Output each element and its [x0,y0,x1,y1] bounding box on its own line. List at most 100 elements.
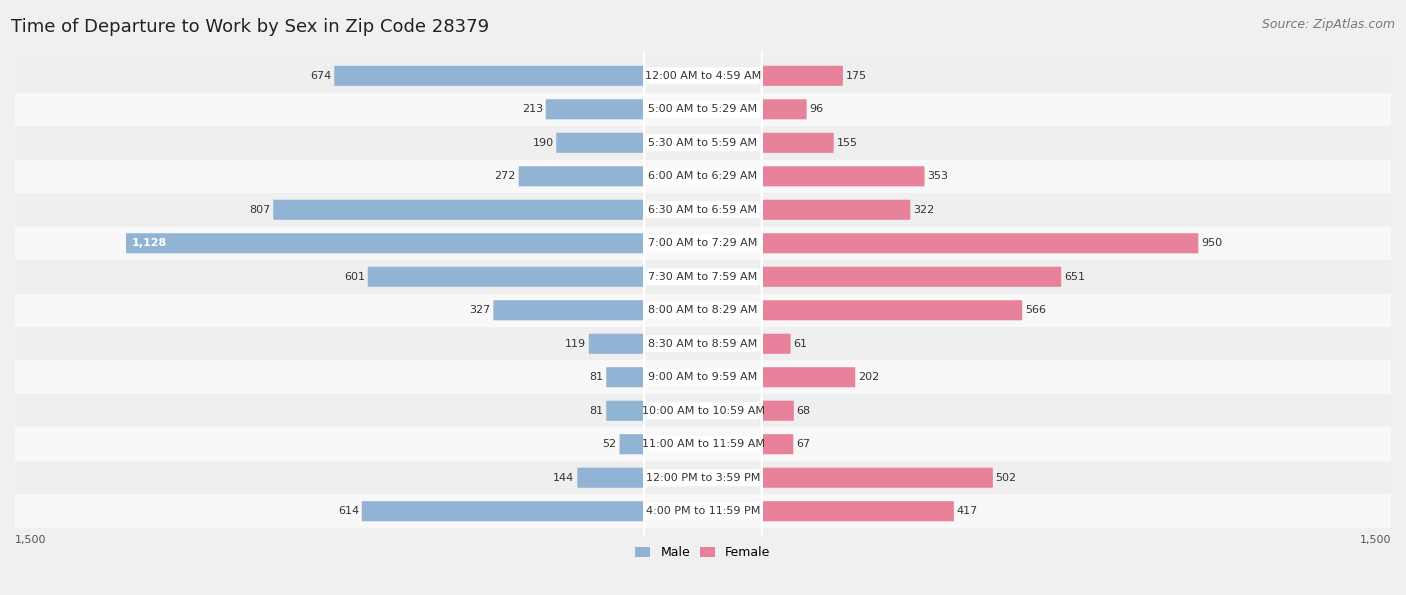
FancyBboxPatch shape [644,184,762,595]
Text: 68: 68 [797,406,811,416]
Text: 566: 566 [1025,305,1046,315]
Bar [15,494,1391,528]
Text: 144: 144 [554,472,575,483]
Bar [15,394,1391,427]
Text: 190: 190 [533,138,554,148]
Text: 61: 61 [793,339,807,349]
FancyBboxPatch shape [644,151,762,595]
Bar [15,260,1391,293]
Text: 1,500: 1,500 [15,536,46,546]
Text: 322: 322 [912,205,935,215]
Bar [15,126,1391,159]
Text: 7:30 AM to 7:59 AM: 7:30 AM to 7:59 AM [648,272,758,282]
Bar [15,327,1391,361]
FancyBboxPatch shape [644,252,762,595]
Text: 155: 155 [837,138,858,148]
Text: 12:00 PM to 3:59 PM: 12:00 PM to 3:59 PM [645,472,761,483]
Text: 674: 674 [311,71,332,81]
Bar [15,59,1391,93]
Text: 96: 96 [810,104,824,114]
Text: 175: 175 [845,71,866,81]
FancyBboxPatch shape [762,200,910,220]
Text: 807: 807 [249,205,270,215]
Text: 81: 81 [589,372,603,382]
Text: 7:00 AM to 7:29 AM: 7:00 AM to 7:29 AM [648,238,758,248]
FancyBboxPatch shape [368,267,644,287]
FancyBboxPatch shape [762,166,925,186]
Text: 651: 651 [1064,272,1085,282]
FancyBboxPatch shape [762,267,1062,287]
Text: 12:00 AM to 4:59 AM: 12:00 AM to 4:59 AM [645,71,761,81]
FancyBboxPatch shape [589,334,644,354]
Text: 10:00 AM to 10:59 AM: 10:00 AM to 10:59 AM [641,406,765,416]
Text: 353: 353 [928,171,948,181]
FancyBboxPatch shape [644,0,762,402]
FancyBboxPatch shape [762,334,790,354]
FancyBboxPatch shape [644,118,762,595]
FancyBboxPatch shape [644,0,762,369]
Text: 1,128: 1,128 [132,238,167,248]
FancyBboxPatch shape [762,300,1022,320]
Text: 8:00 AM to 8:29 AM: 8:00 AM to 8:29 AM [648,305,758,315]
Text: 11:00 AM to 11:59 AM: 11:00 AM to 11:59 AM [641,439,765,449]
FancyBboxPatch shape [644,84,762,595]
Legend: Male, Female: Male, Female [630,541,776,564]
FancyBboxPatch shape [762,99,807,120]
FancyBboxPatch shape [644,218,762,595]
Text: Time of Departure to Work by Sex in Zip Code 28379: Time of Departure to Work by Sex in Zip … [11,18,489,36]
FancyBboxPatch shape [762,468,993,488]
Text: 52: 52 [603,439,617,449]
Text: 417: 417 [956,506,979,516]
Text: 202: 202 [858,372,879,382]
FancyBboxPatch shape [644,0,762,469]
Text: 614: 614 [337,506,359,516]
Text: 8:30 AM to 8:59 AM: 8:30 AM to 8:59 AM [648,339,758,349]
Text: 81: 81 [589,406,603,416]
FancyBboxPatch shape [273,200,644,220]
Text: 6:00 AM to 6:29 AM: 6:00 AM to 6:29 AM [648,171,758,181]
Text: 5:00 AM to 5:29 AM: 5:00 AM to 5:29 AM [648,104,758,114]
FancyBboxPatch shape [361,501,644,521]
FancyBboxPatch shape [578,468,644,488]
FancyBboxPatch shape [644,0,762,503]
FancyBboxPatch shape [762,66,842,86]
Text: 6:30 AM to 6:59 AM: 6:30 AM to 6:59 AM [648,205,758,215]
Text: Source: ZipAtlas.com: Source: ZipAtlas.com [1261,18,1395,31]
Text: 327: 327 [470,305,491,315]
Bar [15,293,1391,327]
FancyBboxPatch shape [127,233,644,253]
FancyBboxPatch shape [762,501,953,521]
FancyBboxPatch shape [762,133,834,153]
FancyBboxPatch shape [620,434,644,454]
Bar [15,193,1391,227]
Text: 1,500: 1,500 [1360,536,1391,546]
Bar [15,227,1391,260]
FancyBboxPatch shape [644,0,762,436]
Text: 9:00 AM to 9:59 AM: 9:00 AM to 9:59 AM [648,372,758,382]
Bar [15,461,1391,494]
Bar [15,427,1391,461]
FancyBboxPatch shape [644,17,762,536]
FancyBboxPatch shape [335,66,644,86]
Text: 67: 67 [796,439,810,449]
Bar [15,159,1391,193]
Text: 213: 213 [522,104,543,114]
FancyBboxPatch shape [606,367,644,387]
Text: 601: 601 [344,272,366,282]
Text: 272: 272 [495,171,516,181]
Text: 5:30 AM to 5:59 AM: 5:30 AM to 5:59 AM [648,138,758,148]
FancyBboxPatch shape [557,133,644,153]
Text: 950: 950 [1201,238,1222,248]
FancyBboxPatch shape [762,367,855,387]
Bar [15,361,1391,394]
FancyBboxPatch shape [606,400,644,421]
Bar [15,93,1391,126]
FancyBboxPatch shape [546,99,644,120]
Text: 4:00 PM to 11:59 PM: 4:00 PM to 11:59 PM [645,506,761,516]
FancyBboxPatch shape [644,51,762,570]
FancyBboxPatch shape [494,300,644,320]
FancyBboxPatch shape [762,434,793,454]
FancyBboxPatch shape [762,233,1198,253]
FancyBboxPatch shape [519,166,644,186]
Text: 119: 119 [565,339,586,349]
